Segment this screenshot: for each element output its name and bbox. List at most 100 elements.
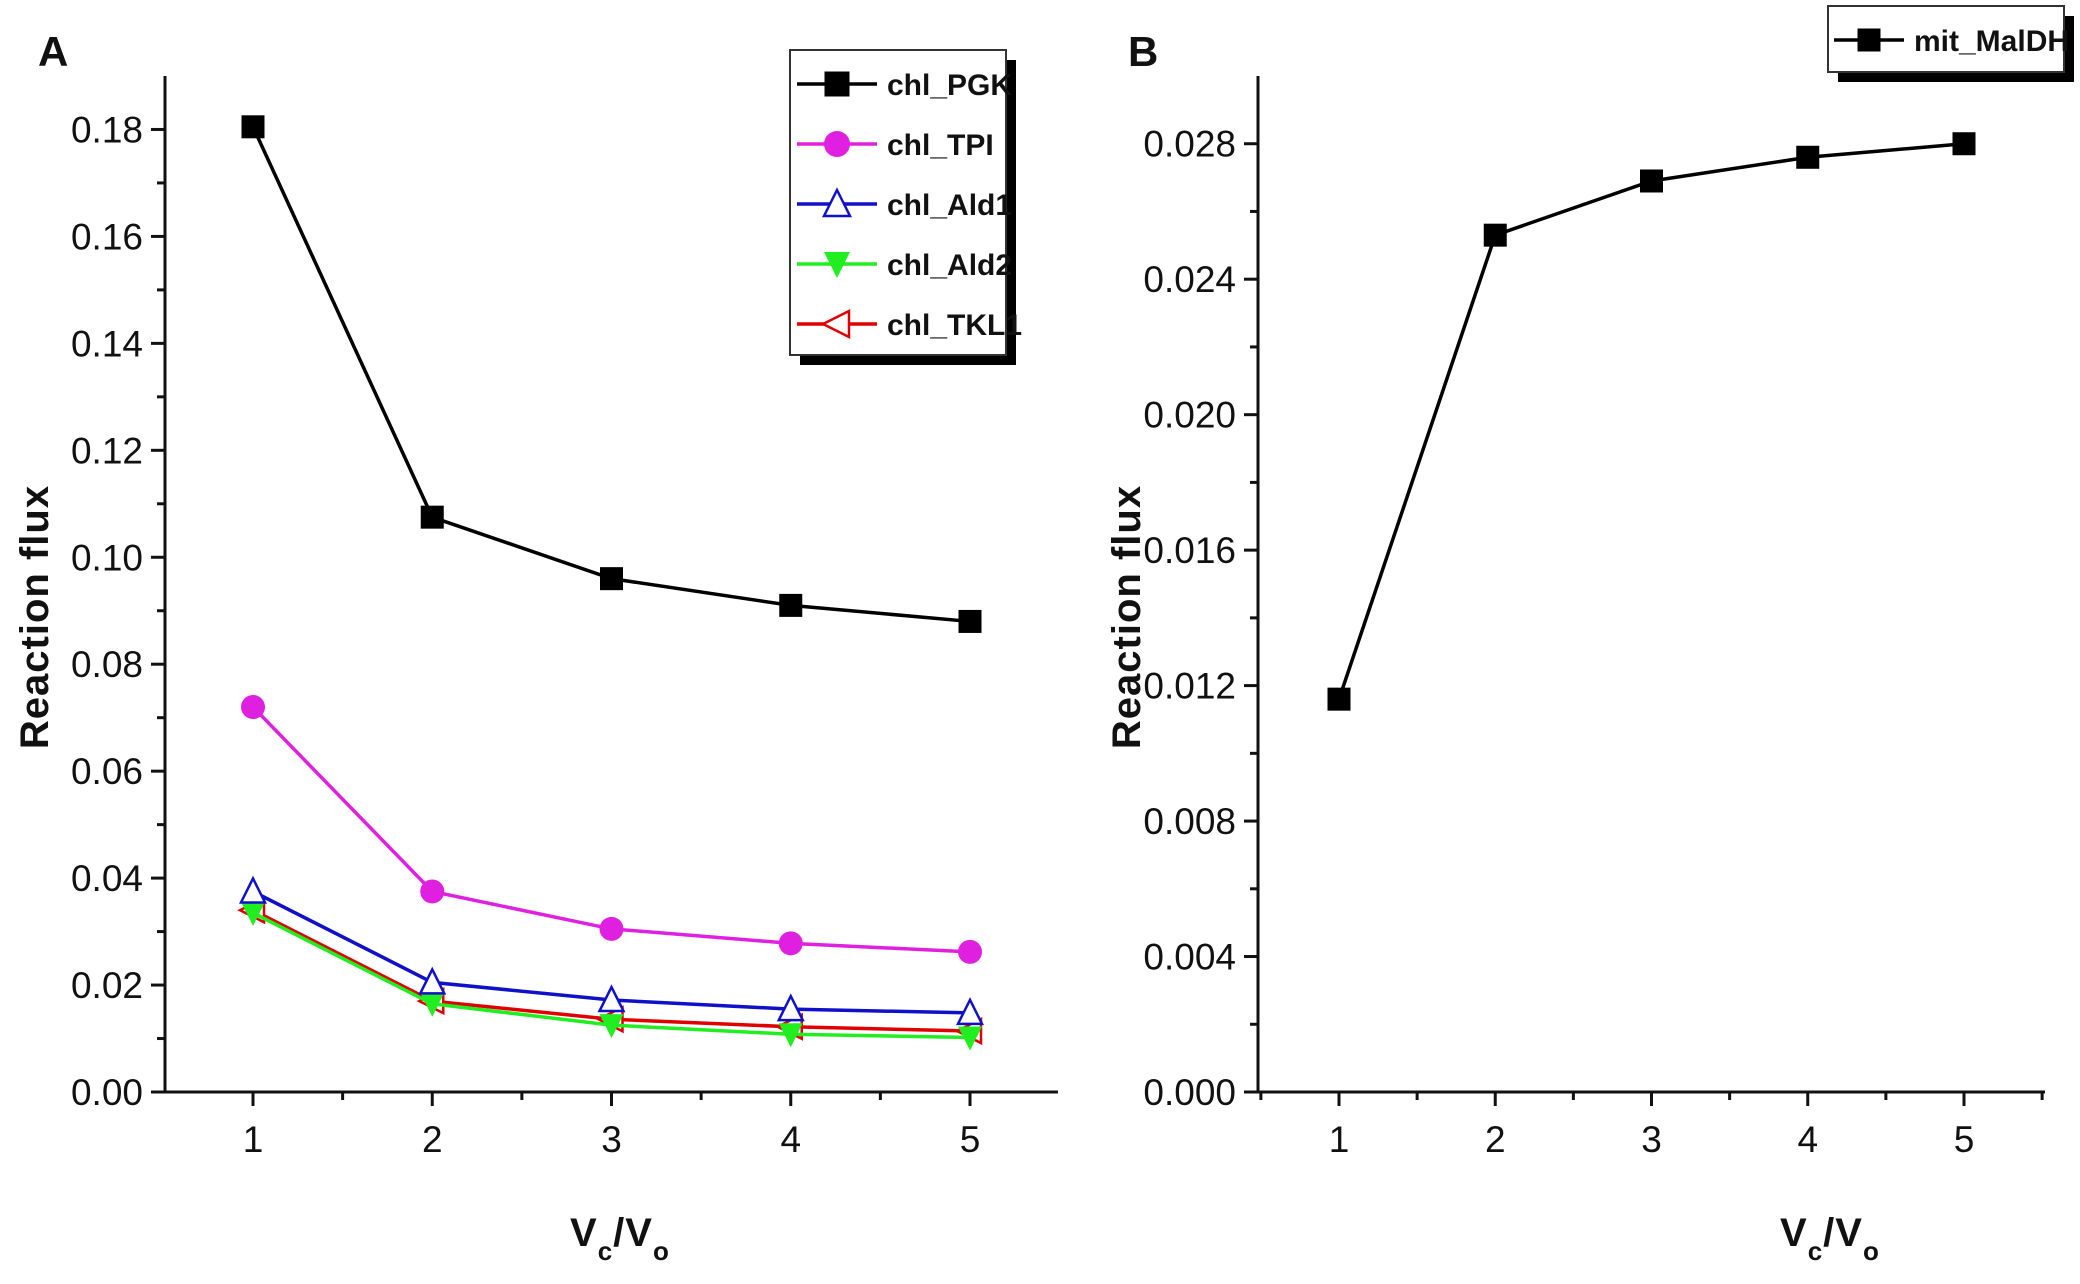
legend-item-chl_PGK: chl_PGK <box>797 69 1012 102</box>
x-tick-label: 1 <box>243 1119 264 1160</box>
series-chl_TPI <box>241 694 982 964</box>
data-point-mit_MalDH-3 <box>1640 169 1663 193</box>
panel-b-series <box>1327 132 1976 711</box>
panel-b-x-axis-title-sub2: o <box>1863 1236 1880 1266</box>
x-tick-label: 2 <box>422 1119 443 1160</box>
series-chl_Ald1 <box>238 875 985 1026</box>
data-point-chl_TPI-2 <box>420 879 445 904</box>
legend-marker-chl_Ald2 <box>824 252 850 278</box>
data-point-chl_Ald2-5 <box>958 1026 982 1051</box>
y-tick-label: 0.028 <box>1143 124 1236 165</box>
y-tick-label: 0.02 <box>71 965 143 1006</box>
panel-a-x-axis-title-sub2: o <box>653 1236 670 1266</box>
data-point-chl_Ald1-5 <box>955 997 985 1026</box>
panel-a-y-axis-title: Reaction flux <box>13 485 57 749</box>
y-tick-label: 0.16 <box>71 216 143 257</box>
legend-label-chl_PGK: chl_PGK <box>887 69 1012 102</box>
y-tick-label: 0.008 <box>1143 801 1236 842</box>
y-tick-label: 0.12 <box>71 430 143 471</box>
y-tick-label: 0.08 <box>71 644 143 685</box>
data-point-chl_Ald2-1 <box>241 901 265 926</box>
panel-b-letter: B <box>1128 28 1158 75</box>
y-tick-label: 0.012 <box>1143 666 1236 707</box>
legend-item-chl_Ald1: chl_Ald1 <box>797 187 1012 222</box>
data-point-chl_Ald2-2 <box>420 992 445 1017</box>
y-tick-label: 0.06 <box>71 751 143 792</box>
panel-a-y-tick-labels: 0.00 0.02 0.04 0.06 0.08 0.10 0.12 0.14 0.16 0.18 <box>71 109 143 1113</box>
panel-a-x-axis-title-sub1: c <box>598 1236 613 1266</box>
y-tick-label: 0.024 <box>1143 259 1236 300</box>
data-point-chl_Ald1-4 <box>776 993 805 1022</box>
data-point-chl_Ald2-3 <box>599 1014 624 1039</box>
data-point-chl_Ald1-1 <box>238 875 268 904</box>
legend-item-chl_TPI: chl_TPI <box>797 129 994 162</box>
y-tick-label: 0.000 <box>1143 1072 1236 1113</box>
data-point-chl_Ald1-3 <box>597 984 626 1013</box>
data-point-chl_PGK-2 <box>420 505 444 529</box>
x-tick-label: 1 <box>1329 1119 1350 1160</box>
legend-label-chl_TKL1: chl_TKL1 <box>887 309 1022 342</box>
x-tick-label: 5 <box>960 1119 981 1160</box>
series-chl_Ald2 <box>241 901 982 1051</box>
panel-b: B 0.0000.0040.0080.0120.0160.0200.0240.0… <box>1105 5 2074 1266</box>
data-point-chl_PGK-5 <box>958 609 982 633</box>
panel-a-x-axis-title-v: V <box>570 1211 598 1255</box>
panel-b-x-axis-title-sub1: c <box>1808 1236 1823 1266</box>
legend-marker-chl_Ald1 <box>821 187 853 218</box>
panel-a-legend: chl_PGK chl_TPI chl_Ald1 chl_Ald2 chl_TKL1 <box>789 49 1022 365</box>
y-tick-label: 0.18 <box>71 109 143 150</box>
data-point-mit_MalDH-1 <box>1327 687 1351 711</box>
legend-label-chl_TPI: chl_TPI <box>887 129 994 162</box>
panel-a-x-axis-title: Vc/Vo <box>570 1211 670 1266</box>
panel-a-letter: A <box>38 28 68 75</box>
x-tick-label: 3 <box>1641 1119 1662 1160</box>
panel-a: A 0.000.020.040.060.080.100.120.140.160.… <box>13 28 1058 1266</box>
y-tick-label: 0.14 <box>71 323 143 364</box>
legend-label-chl_Ald2: chl_Ald2 <box>887 249 1012 282</box>
panel-a-x-axis-title-slash: /V <box>613 1211 653 1255</box>
series-line-chl_TPI <box>251 705 971 954</box>
data-point-chl_TPI-5 <box>958 939 982 964</box>
x-tick-label: 2 <box>1485 1119 1506 1160</box>
panel-a-legend-items: chl_PGK chl_TPI chl_Ald1 chl_Ald2 chl_TKL1 <box>797 69 1022 342</box>
panel-a-series <box>237 115 985 1051</box>
legend-marker-chl_PGK <box>824 71 850 97</box>
series-chl_PGK <box>241 115 982 633</box>
panel-b-axes <box>1256 76 2045 1094</box>
y-tick-label: 0.04 <box>71 858 143 899</box>
x-tick-label: 4 <box>780 1119 801 1160</box>
x-tick-label: 3 <box>601 1119 622 1160</box>
series-mit_MalDH <box>1327 132 1976 711</box>
x-tick-label: 5 <box>1954 1119 1975 1160</box>
data-point-mit_MalDH-5 <box>1952 132 1976 156</box>
panel-b-x-tick-labels: 1 2 3 4 5 <box>1329 1119 1975 1160</box>
y-tick-label: 0.016 <box>1143 530 1236 571</box>
panel-a-axes <box>163 76 1058 1094</box>
data-point-chl_TPI-4 <box>778 931 803 956</box>
data-point-chl_PGK-3 <box>600 567 623 591</box>
legend-marker-chl_TKL1 <box>820 308 851 340</box>
legend-marker-chl_TPI <box>824 131 850 157</box>
data-point-chl_Ald1-2 <box>418 966 447 995</box>
y-tick-label: 0.004 <box>1143 937 1236 978</box>
legend-item-chl_Ald2: chl_Ald2 <box>797 249 1012 282</box>
series-line-mit_MalDH <box>1337 141 1965 700</box>
panel-b-x-axis-title: Vc/Vo <box>1780 1211 1880 1266</box>
panel-b-y-tick-labels: 0.000 0.004 0.008 0.012 0.016 0.020 0.024 0.028 <box>1143 124 1236 1113</box>
y-tick-label: 0.10 <box>71 537 143 578</box>
legend-label-mit_MalDH: mit_MalDH <box>1914 25 2069 58</box>
legend-marker-mit_MalDH <box>1857 28 1881 52</box>
data-point-chl_TPI-1 <box>241 694 265 719</box>
panel-b-legend: mit_MalDH <box>1827 5 2074 82</box>
legend-item-chl_TKL1: chl_TKL1 <box>797 308 1022 342</box>
legend-item-mit_MalDH: mit_MalDH <box>1834 25 2069 58</box>
x-tick-label: 4 <box>1797 1119 1818 1160</box>
panel-b-x-axis-title-v: V <box>1780 1211 1808 1255</box>
panel-b-y-axis-title: Reaction flux <box>1105 485 1149 749</box>
y-tick-label: 0.020 <box>1143 395 1236 436</box>
panel-a-x-tick-labels: 1 2 3 4 5 <box>243 1119 981 1160</box>
data-point-mit_MalDH-2 <box>1483 223 1507 247</box>
data-point-chl_PGK-4 <box>779 593 803 617</box>
data-point-chl_TPI-3 <box>599 916 624 941</box>
